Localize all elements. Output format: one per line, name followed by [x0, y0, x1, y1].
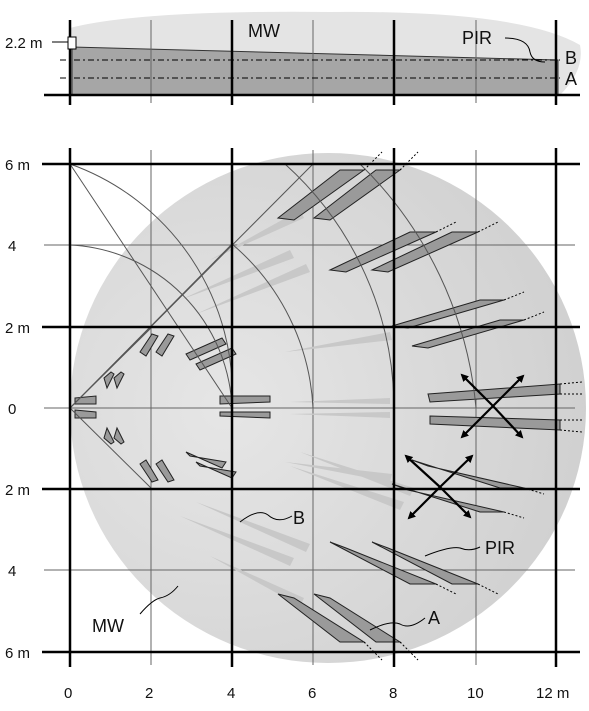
pir-beam — [196, 502, 310, 552]
pir-beam — [290, 398, 390, 404]
side-height-label: 2.2 m — [5, 35, 43, 52]
pir-beam-extension — [523, 487, 545, 495]
pir-beam — [210, 210, 304, 260]
x-tick-label: 2 — [145, 685, 153, 702]
y-tick-label: 4 — [8, 563, 16, 580]
pir-beam — [139, 333, 159, 357]
pir-beam — [113, 426, 125, 445]
pir-beam — [185, 451, 227, 469]
callout-mw-label: MW — [92, 616, 124, 636]
side-view: 2.2 m MW PIR B A — [5, 11, 581, 105]
pir-beam-extension — [523, 311, 545, 321]
pir-beam-extension — [503, 291, 525, 301]
x-tick-label: 12 m — [536, 685, 569, 702]
y-axis-labels: 6 m 4 2 m 0 2 m 4 6 m — [5, 157, 30, 662]
callout-leaders — [139, 512, 481, 631]
x-tick-label: 6 — [308, 685, 316, 702]
pir-beam — [300, 452, 414, 496]
pir-beam-extension — [399, 151, 419, 171]
side-detector — [67, 36, 77, 50]
pir-beam — [113, 371, 125, 390]
pir-beam — [195, 461, 237, 479]
side-line-b-label: B — [565, 48, 577, 68]
pir-beam — [285, 332, 392, 352]
pir-beam — [219, 395, 271, 405]
pir-beam — [196, 264, 310, 314]
y-tick-label: 4 — [8, 238, 16, 255]
callout-b-label: B — [293, 508, 305, 528]
x-tick-label: 8 — [389, 685, 397, 702]
pir-beam — [155, 333, 175, 357]
side-pir-label: PIR — [462, 28, 492, 48]
x-tick-label: 4 — [227, 685, 235, 702]
pir-beam — [103, 426, 115, 445]
y-tick-label: 0 — [8, 401, 16, 418]
pir-beam — [290, 412, 390, 418]
top-view: 6 m 4 2 m 0 2 m 4 6 m 0 2 4 6 8 10 12 m … — [5, 148, 586, 702]
callout-a-label: A — [428, 608, 440, 628]
walk-test-arrows — [404, 373, 525, 520]
pir-beam-extension — [363, 151, 383, 171]
y-tick-label: 2 m — [5, 320, 30, 337]
major-grid — [42, 148, 580, 667]
pir-beam — [195, 347, 237, 371]
range-arcs — [69, 163, 477, 489]
x-tick-label: 10 — [467, 685, 484, 702]
side-line-a-label: A — [565, 69, 577, 89]
pir-beam — [180, 516, 294, 566]
side-mw-label: MW — [248, 21, 280, 41]
x-axis-labels: 0 2 4 6 8 10 12 m — [64, 685, 569, 702]
pir-beam — [103, 371, 115, 390]
callout-pir-label: PIR — [485, 538, 515, 558]
pir-beam — [155, 459, 175, 483]
y-tick-label: 6 m — [5, 157, 30, 174]
y-tick-label: 2 m — [5, 482, 30, 499]
pir-beam — [74, 409, 97, 419]
pir-beam — [139, 459, 159, 483]
pir-beam — [210, 556, 304, 606]
x-tick-label: 0 — [64, 685, 72, 702]
pir-beam-group — [74, 151, 583, 661]
y-tick-label: 6 m — [5, 645, 30, 662]
side-pir-leader — [504, 37, 546, 63]
pir-beam-extension — [503, 511, 525, 519]
